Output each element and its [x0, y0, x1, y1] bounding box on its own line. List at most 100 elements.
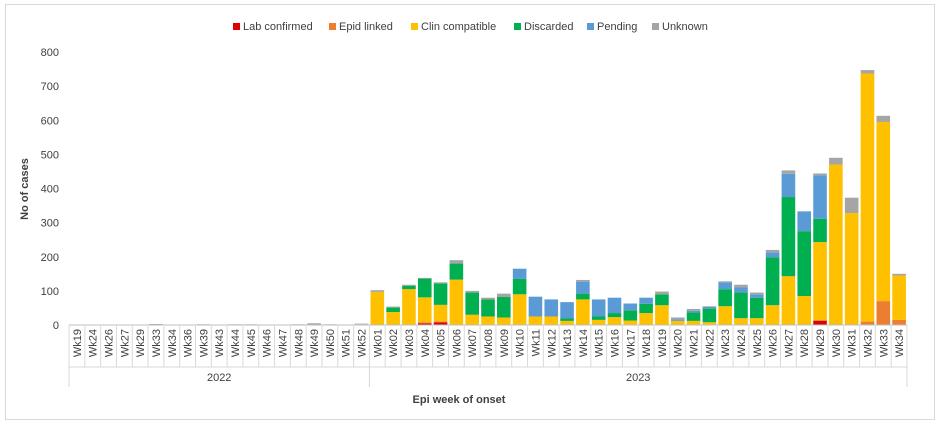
bar-segment	[734, 292, 748, 319]
bar-segment	[449, 279, 464, 325]
bar-segment	[512, 278, 527, 295]
bar-segment	[876, 115, 891, 122]
x-tick-label: Wk52	[357, 329, 369, 357]
x-tick-label: Wk14	[578, 329, 590, 357]
legend-item: Clin compatible	[411, 21, 496, 33]
bar-segment	[813, 320, 827, 325]
bar-segment	[765, 252, 780, 258]
bar-segment	[591, 299, 606, 317]
bar-segment	[781, 170, 796, 174]
bar-segment	[354, 323, 369, 325]
x-tick-label: Wk12	[546, 329, 558, 357]
bar-segment	[497, 297, 511, 318]
x-tick-label: Wk06	[451, 329, 463, 357]
bar-segment	[860, 70, 875, 74]
x-tick-label: Wk26	[768, 329, 780, 357]
legend-label: Clin compatible	[421, 21, 496, 33]
bars	[70, 70, 906, 325]
x-tick-label: Wk39	[198, 329, 210, 357]
bar-segment	[449, 263, 464, 280]
y-tick-label: 0	[53, 320, 59, 332]
bar-segment	[591, 316, 606, 320]
bar-segment	[607, 297, 622, 314]
x-tick-label: Wk08	[483, 329, 495, 357]
legend: Lab confirmed Epid linked Clin compatible D…	[233, 21, 708, 33]
bar-segment	[813, 319, 827, 321]
bar-segment	[781, 197, 796, 277]
x-tick-label: Wk02	[388, 329, 400, 357]
bar-segment	[797, 231, 812, 296]
x-tick-label: Wk36	[183, 329, 195, 357]
legend-label: Epid linked	[339, 21, 393, 33]
bar-segment	[655, 294, 669, 306]
x-tick-label: Wk27	[119, 329, 131, 357]
x-tick-label: Wk24	[736, 329, 748, 357]
bar-segment	[481, 299, 495, 317]
y-axis-title: No of cases	[19, 158, 31, 220]
bar-segment	[623, 320, 638, 325]
bar-segment	[655, 305, 669, 325]
bar-segment	[686, 312, 701, 321]
year-group-label: 2022	[207, 372, 231, 384]
bar-segment	[749, 318, 764, 325]
bar-segment	[576, 293, 590, 300]
bar-segment	[591, 319, 606, 325]
bar-segment	[781, 173, 796, 198]
x-tick-label: Wk34	[167, 329, 179, 357]
x-tick-label: Wk17	[625, 329, 637, 357]
x-tick-label: Wk25	[752, 329, 764, 357]
bar-segment	[623, 310, 638, 321]
bar-segment	[560, 318, 574, 321]
x-tick-label: Wk48	[293, 329, 305, 357]
x-tick-label: Wk34	[894, 329, 906, 357]
legend-item: Unknown	[652, 21, 708, 33]
bar-segment	[433, 283, 448, 305]
bar-segment	[307, 323, 321, 325]
bar-segment	[528, 316, 543, 325]
x-tick-label: Wk07	[467, 329, 479, 357]
bar-segment	[844, 213, 859, 325]
bar-segment	[402, 285, 416, 290]
x-tick-label: Wk13	[562, 329, 574, 357]
bar-segment	[734, 287, 748, 293]
bar-segment	[670, 320, 685, 325]
bar-segment	[497, 317, 511, 325]
x-tick-label: Wk31	[847, 329, 859, 357]
x-tick-label: Wk05	[436, 329, 448, 357]
bar-segment	[813, 173, 827, 176]
bar-segment	[829, 164, 843, 325]
bar-segment	[749, 294, 764, 298]
x-tick-label: Wk33	[878, 329, 890, 357]
x-tick-label: Wk29	[815, 329, 827, 357]
bar-segment	[370, 291, 385, 325]
x-tick-label: Wk50	[325, 329, 337, 357]
bar-segment	[402, 289, 416, 325]
bar-segment	[433, 322, 448, 325]
legend-swatch	[587, 23, 594, 30]
bar-segment	[797, 211, 812, 232]
x-tick-label: Wk19	[657, 329, 669, 357]
bar-segment	[892, 319, 906, 325]
bar-segment	[639, 313, 653, 325]
bar-segment	[797, 295, 812, 325]
bar-segment	[576, 281, 590, 294]
legend-swatch	[411, 23, 418, 30]
bar-segment	[528, 296, 543, 317]
bar-segment	[670, 319, 685, 321]
bar-segment	[512, 268, 527, 279]
bar-segment	[702, 306, 717, 307]
x-tick-label: Wk24	[88, 329, 100, 357]
y-tick-label: 800	[41, 47, 59, 59]
x-tick-label: Wk45	[246, 329, 258, 357]
bar-segment	[813, 218, 827, 243]
bar-segment	[386, 307, 400, 313]
bar-segment	[892, 275, 906, 320]
legend-label: Unknown	[662, 21, 708, 33]
bar-segment	[749, 297, 764, 319]
legend-item: Lab confirmed	[233, 21, 313, 33]
x-axis: Wk19 Wk24 Wk26 Wk27 Wk29 Wk33 Wk34 Wk36 Wk39 Wk43…	[68, 324, 908, 387]
x-tick-label: Wk46	[262, 329, 274, 357]
bar-segment	[465, 292, 479, 315]
bar-segment	[813, 175, 827, 219]
x-tick-label: Wk01	[372, 329, 384, 357]
